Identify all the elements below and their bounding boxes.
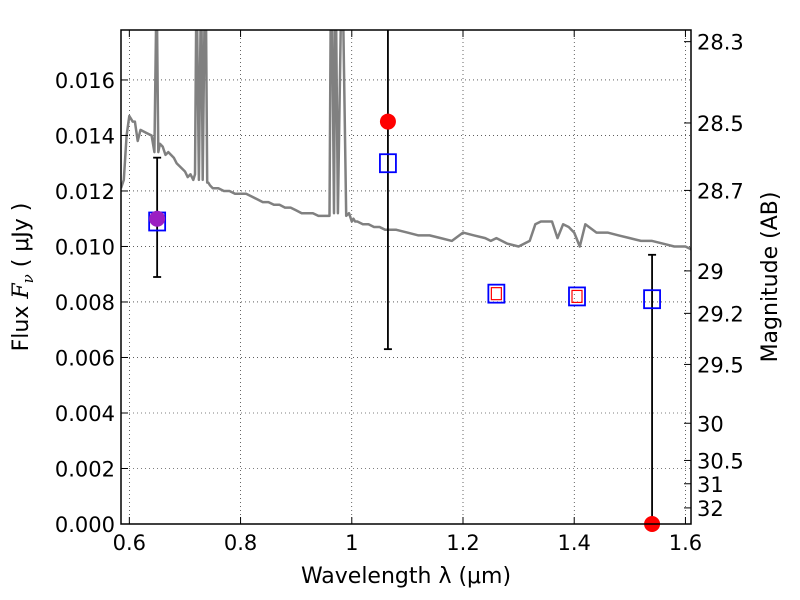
x-tick-label: 1.4 [558,531,591,555]
model-photometry-square [643,289,661,310]
axes-frame [120,29,692,525]
y2-tick-label: 30 [697,412,724,436]
y2-tick-label: 28.7 [697,179,744,203]
y-tick-label: 0.010 [55,235,115,259]
y2-tick-label: 29.2 [697,302,744,326]
model-photometry-square [568,286,586,307]
y2-tick-label: 29.5 [697,353,744,377]
x-tick-label: 0.6 [113,531,146,555]
y-tick-label: 0.008 [55,291,115,315]
x-tick-label: 0.8 [224,531,257,555]
photometry-limit-square [571,289,583,304]
y2-axis-label: Magnitude (AB) [758,192,783,363]
y2-tick-label: 28.3 [697,31,744,55]
y2-tick-label: 31 [697,473,724,497]
y-tick-label: 0.002 [55,457,115,481]
axis-ticks: 0.6 0.8 1 1.2 1.4 1.6 0.000 0.002 0.004 0.006 0.00… [55,30,744,555]
x-tick-label: 1 [345,531,358,555]
y2-tick-label: 32 [697,497,724,521]
y-tick-label: 0.014 [55,124,115,148]
x-axis-label: Wavelength λ (μm) [301,564,511,589]
data-markers [148,30,661,532]
y-tick-label: 0.004 [55,402,115,426]
model-photometry-square [379,153,397,174]
y-tick-label: 0.000 [55,513,115,537]
y2-tick-label: 28.5 [697,112,744,136]
x-tick-label: 1.2 [446,531,479,555]
y2-tick-label: 30.5 [697,449,744,473]
plot-area [121,30,691,251]
model-photometry-square [487,283,506,304]
y-tick-label: 0.012 [55,180,115,204]
x-tick-label: 1.6 [669,531,702,555]
model-spectrum-line [121,30,691,251]
y2-tick-label: 29 [697,260,724,284]
photometry-limit-square [490,287,502,301]
gridlines [121,30,691,524]
observed-flux-point [379,113,396,130]
y-tick-label: 0.016 [55,69,115,93]
y-tick-label: 0.006 [55,346,115,370]
y-axis-label: Flux Fν ( μJy ) [9,203,37,352]
observed-flux-point [149,210,166,227]
